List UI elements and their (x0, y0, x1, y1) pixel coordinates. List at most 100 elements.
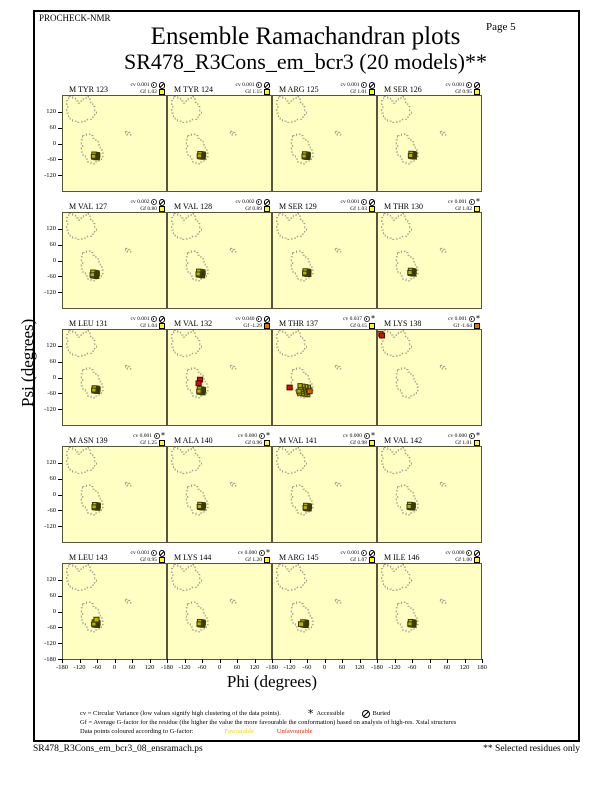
cv-row: cv 0.001 (131, 82, 165, 89)
cv-value: cv 0.001 (448, 316, 467, 322)
cv-row: cv 0.001 (341, 82, 375, 89)
residue-stats: cv 0.001 Gf 1.07 (341, 550, 377, 563)
gf-value: Gf -1.64 (453, 322, 472, 329)
region-outline-lalpha (440, 482, 445, 486)
gf-row: Gf 1.25 (133, 439, 165, 446)
gf-row: Gf 1.02 (131, 88, 165, 95)
legend-line-cv: cv = Circular Variance (low values signi… (80, 708, 560, 719)
cv-row: cv 0.037 * (343, 315, 375, 323)
cv-row: cv 0.002 (236, 199, 270, 206)
gf-row: Gf 0.98 (343, 439, 375, 446)
buried-icon (473, 550, 480, 557)
gf-row: Gf 1.07 (341, 556, 375, 563)
region-outline-alpha (81, 251, 103, 281)
residue-label: M THR 137 (279, 319, 318, 328)
accessible-icon: * (371, 431, 375, 441)
gf-row: Gf 1.00 (446, 556, 480, 563)
plot-area (272, 212, 377, 309)
region-outline-beta (172, 331, 202, 357)
subplot-header: M THR 130 cv 0.001 * Gf 1.02 (377, 192, 482, 212)
region-outline-beta (277, 214, 307, 240)
residue-stats: cv 0.002 Gf 0.80 (131, 199, 167, 212)
buried-icon (368, 550, 375, 557)
gfactor-square (263, 556, 270, 563)
dial-icon (361, 199, 367, 206)
residue-label: M VAL 128 (174, 202, 213, 211)
legend-gf-text: Gf = Average G-factor for the residue (t… (80, 719, 457, 726)
cv-value: cv 0.002 (235, 199, 255, 205)
residue-stats: cv 0.001 * Gf -1.64 (448, 314, 482, 329)
accessible-icon: * (476, 314, 480, 324)
gfactor-square (368, 205, 375, 212)
residue-label: M VAL 127 (69, 202, 108, 211)
plot-area (167, 212, 272, 309)
subplot-header: M LYS 138 cv 0.001 * Gf -1.64 (377, 309, 482, 329)
dial-icon (466, 550, 472, 557)
gf-row: Gf 0.95 (446, 88, 480, 95)
cv-row: cv 0.001 * (448, 198, 480, 206)
subplot-header: M LYS 144 cv 0.000 * Gf 1.20 (167, 543, 272, 563)
legend-line-colour: Data points coloured according to G-fact… (80, 727, 560, 736)
buried-icon (158, 82, 165, 89)
residue-stats: cv 0.040 Gf -1.29 (236, 316, 272, 329)
buried-icon (473, 82, 480, 89)
page-number: Page 5 (486, 21, 516, 33)
accessible-label: Accessible (316, 710, 345, 717)
gf-row: Gf 0.96 (238, 439, 270, 446)
subplot-header: M LEU 143 cv 0.001 Gf 0.95 (62, 543, 167, 563)
cv-row: cv 0.000 * (238, 432, 270, 440)
cv-row: cv 0.001 (131, 550, 165, 557)
subplot-m-tyr-123: M TYR 123 cv 0.001 Gf 1.02 (62, 75, 167, 192)
residue-label: M LYS 144 (174, 553, 212, 562)
cv-row: cv 0.001 (236, 82, 270, 89)
region-outline-alpha (81, 368, 103, 398)
dial-icon (466, 82, 472, 89)
region-outline-alpha (396, 368, 418, 398)
residue-label: M SER 129 (279, 202, 317, 211)
gf-row: Gf 1.04 (131, 322, 165, 329)
cv-row: cv 0.000 * (343, 431, 375, 441)
dial-icon (468, 199, 475, 206)
gf-value: Gf -1.29 (243, 322, 262, 329)
region-outline-alpha (291, 368, 313, 398)
region-outline-beta (382, 331, 412, 357)
subplot-header: M TYR 124 cv 0.001 Gf 1.15 (167, 75, 272, 95)
subplot-header: M LEU 131 cv 0.001 Gf 1.04 (62, 309, 167, 329)
region-outline-alpha (186, 485, 208, 515)
residue-label: M TYR 123 (69, 85, 108, 94)
region-outline-beta (172, 97, 202, 123)
subplot-header: M SER 129 cv 0.001 Gf 1.03 (272, 192, 377, 212)
gf-row: Gf -1.29 (236, 322, 270, 329)
subplot-m-ala-140: M ALA 140 cv 0.000 * Gf 0.96 (167, 426, 272, 543)
plot-area (167, 563, 272, 660)
page-subtitle: SR478_R3Cons_em_bcr3 (20 models)** (124, 49, 487, 74)
cv-value: cv 0.000 (445, 550, 465, 556)
subplot-header: M THR 137 cv 0.037 * Gf 0.15 (272, 309, 377, 329)
gfactor-square (473, 88, 480, 95)
subplot-header: M SER 126 cv 0.001 Gf 0.95 (377, 75, 482, 95)
residue-label: M ASN 139 (69, 436, 108, 445)
cv-row: cv 0.001 (446, 82, 480, 89)
region-outline-alpha (396, 134, 418, 164)
gf-value: Gf 0.15 (350, 322, 367, 329)
region-outline-alpha (186, 602, 208, 632)
gfactor-square (263, 205, 270, 212)
cv-value: cv 0.001 (448, 199, 467, 205)
subplot-m-leu-131: M LEU 131 cv 0.001 Gf 1.04 (62, 309, 167, 426)
gf-row: Gf 1.02 (448, 205, 480, 212)
subplot-header: M VAL 132 cv 0.040 Gf -1.29 (167, 309, 272, 329)
page-title: Ensemble Ramachandran plots (150, 23, 461, 50)
subplot-m-val-141: M VAL 141 cv 0.000 * Gf 0.98 (272, 426, 377, 543)
residue-label: M VAL 142 (384, 436, 423, 445)
gfactor-square (158, 322, 165, 329)
region-outline-beta (172, 448, 202, 474)
subplot-header: M ILE 146 cv 0.000 Gf 1.00 (377, 543, 482, 563)
subplot-m-val-132: M VAL 132 cv 0.040 Gf -1.29 (167, 309, 272, 426)
gf-row: Gf 1.15 (236, 88, 270, 95)
subplot-m-tyr-124: M TYR 124 cv 0.001 Gf 1.15 (167, 75, 272, 192)
plot-area (377, 563, 482, 660)
accessible-icon: * (266, 548, 270, 558)
plot-area (272, 329, 377, 426)
region-outline-lalpha (125, 482, 130, 486)
region-outline-lalpha (335, 131, 340, 135)
